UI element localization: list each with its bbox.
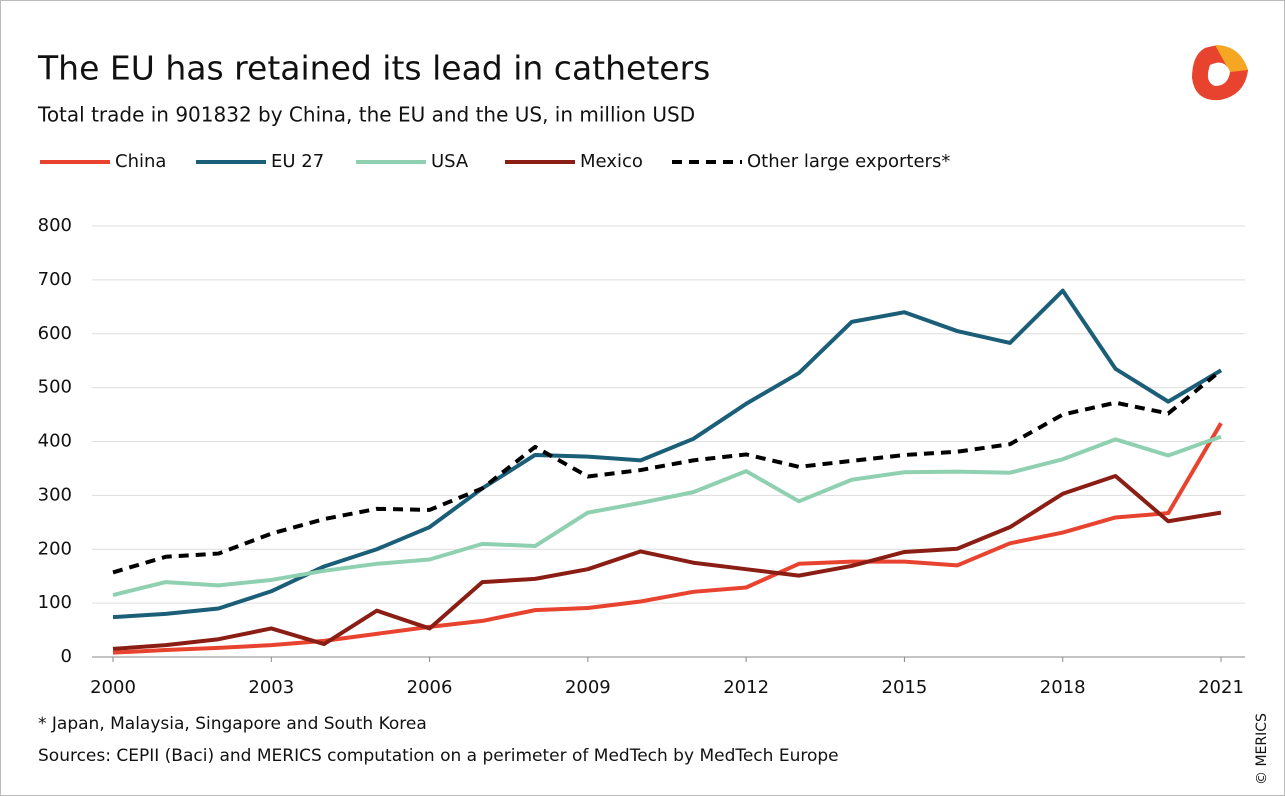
legend-label: Other large exporters* [747,151,950,172]
x-tick-label: 2006 [407,677,453,698]
legend-label: Mexico [580,151,643,172]
y-tick-label: 0 [61,646,72,667]
y-tick-label: 800 [38,215,72,236]
y-tick-label: 400 [38,431,72,452]
series-line [112,473,1222,651]
x-tick-label: 2009 [565,677,611,698]
legend-label: USA [431,151,469,172]
footnote: * Japan, Malaysia, Singapore and South K… [38,714,427,734]
x-tick-label: 2021 [1198,677,1244,698]
legend-label: China [115,151,166,172]
x-tick-label: 2018 [1040,677,1086,698]
legend-label: EU 27 [271,151,324,172]
source: Sources: CEPII (Baci) and MERICS computa… [38,746,839,766]
series-line [112,434,1222,597]
x-tick-label: 2003 [248,677,294,698]
chart-subtitle: Total trade in 901832 by China, the EU a… [37,103,695,127]
logo [1192,45,1248,101]
x-tick-label: 2000 [90,677,136,698]
series-line [112,422,1223,655]
x-tick-label: 2012 [723,677,769,698]
y-tick-label: 200 [38,538,72,559]
x-tick-label: 2015 [882,677,928,698]
series-line [112,288,1223,620]
y-tick-label: 500 [38,377,72,398]
y-tick-label: 700 [38,269,72,290]
y-tick-label: 300 [38,484,72,505]
credit: © MERICS [1254,713,1270,785]
y-tick-label: 600 [38,323,72,344]
chart-title: The EU has retained its lead in catheter… [37,49,710,88]
y-tick-label: 100 [38,592,72,613]
series-line [112,368,1223,575]
